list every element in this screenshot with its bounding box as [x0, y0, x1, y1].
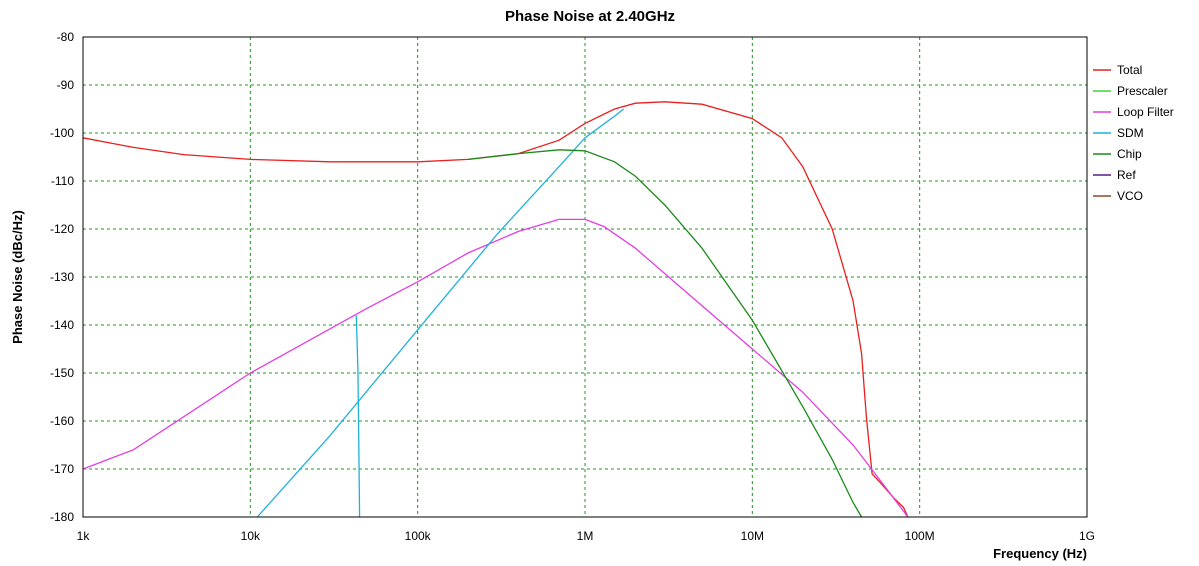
- y-tick-label: -90: [57, 78, 75, 92]
- series-line-chip: [467, 149, 863, 518]
- x-tick-label: 10M: [741, 529, 764, 543]
- y-tick-label: -100: [50, 126, 74, 140]
- x-tick-label: 1M: [577, 529, 594, 543]
- series-line-sdm: [256, 108, 625, 518]
- legend-label: SDM: [1117, 126, 1144, 140]
- legend-label: Ref: [1117, 168, 1136, 182]
- legend-label: Total: [1117, 63, 1142, 77]
- x-axis-title: Frequency (Hz): [993, 546, 1087, 561]
- y-tick-label: -130: [50, 270, 74, 284]
- x-tick-label: 100M: [905, 529, 935, 543]
- series-line-loop-filter: [82, 218, 909, 518]
- series-line-sdm: [355, 315, 361, 518]
- plot-frame: [82, 36, 1088, 518]
- x-tick-label: 1k: [77, 529, 91, 543]
- y-tick-label: -160: [50, 414, 74, 428]
- x-tick-label: 100k: [405, 529, 432, 543]
- x-axis-ticks: 1k 10k 100k 1M 10M 100M 1G: [77, 529, 1095, 543]
- y-axis-title: Phase Noise (dBc/Hz): [10, 210, 25, 344]
- y-tick-label: -110: [51, 174, 74, 188]
- y-tick-label: -80: [57, 30, 75, 44]
- y-axis-ticks: -80 -90 -100 -110 -120 -130 -140 -150 -160 -170 -1…: [50, 30, 74, 524]
- legend-label: VCO: [1117, 189, 1143, 203]
- grid-lines: [82, 36, 1088, 518]
- x-tick-label: 1G: [1079, 529, 1095, 543]
- series-line-total: [82, 101, 909, 518]
- legend-label: Prescaler: [1117, 84, 1168, 98]
- legend-label: Chip: [1117, 147, 1142, 161]
- legend: Total Prescaler Loop Filter SDM Chip Ref VCO: [1093, 63, 1174, 203]
- y-tick-label: -170: [50, 462, 74, 476]
- series-lines: [82, 101, 909, 518]
- x-tick-label: 10k: [241, 529, 261, 543]
- legend-label: Loop Filter: [1117, 105, 1174, 119]
- chart-title: Phase Noise at 2.40GHz: [505, 8, 675, 25]
- y-tick-label: -150: [50, 366, 74, 380]
- y-tick-label: -120: [50, 222, 74, 236]
- y-tick-label: -180: [50, 510, 74, 524]
- y-tick-label: -140: [50, 318, 74, 332]
